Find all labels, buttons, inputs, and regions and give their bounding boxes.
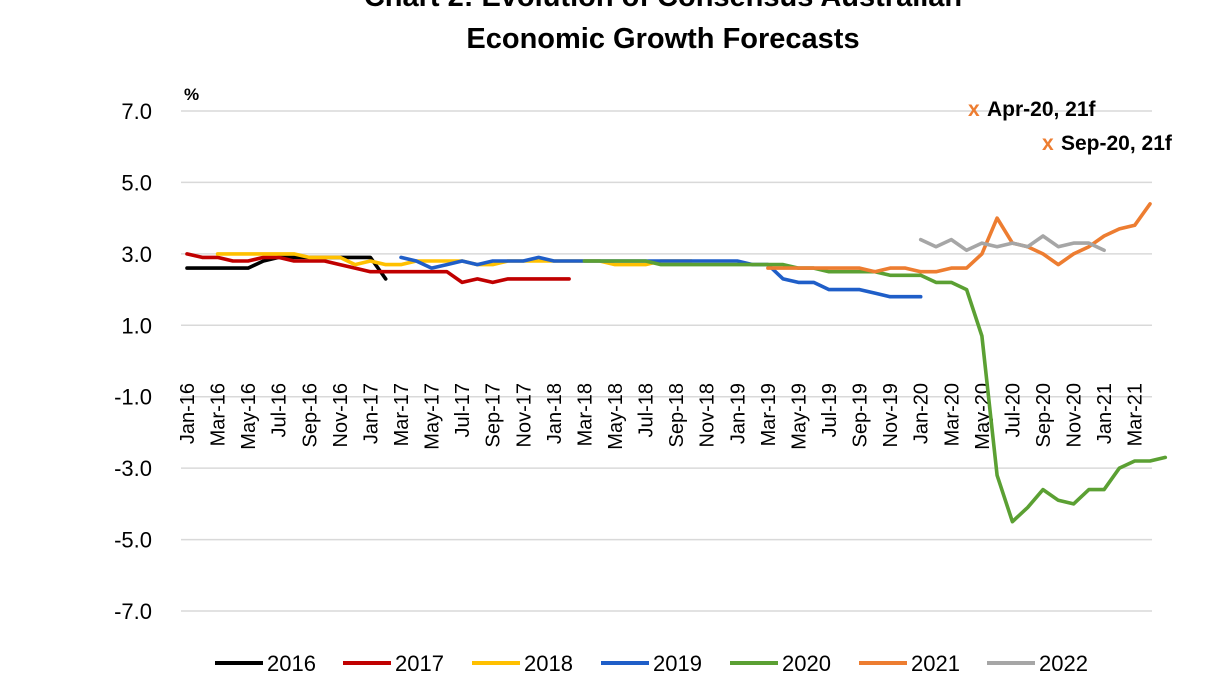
x-tick-label: Nov-17 <box>513 383 535 447</box>
x-tick-label: Jan-16 <box>177 383 199 444</box>
annotation-marker: x <box>1042 132 1054 155</box>
legend-label-2018: 2018 <box>524 651 573 676</box>
y-tick-label: 3.0 <box>121 242 152 267</box>
legend-label-2016: 2016 <box>267 651 316 676</box>
y-tick-label: -7.0 <box>114 599 152 624</box>
series-line-2021 <box>766 202 1152 274</box>
x-tick-label: Sep-18 <box>666 383 688 448</box>
x-tick-label: Nov-19 <box>880 383 902 447</box>
x-tick-label: Mar-21 <box>1125 383 1147 446</box>
y-unit-label: % <box>184 85 199 104</box>
y-tick-label: 1.0 <box>121 313 152 338</box>
annotation-label: Apr-20, 21f <box>987 98 1097 121</box>
annotation-marker: x <box>968 98 980 121</box>
y-tick-label: -5.0 <box>114 528 152 553</box>
gridlines <box>181 110 1152 612</box>
x-tick-label: Jul-18 <box>636 383 658 437</box>
x-tick-label: Sep-19 <box>850 383 872 448</box>
y-tick-label: 7.0 <box>121 99 152 124</box>
x-tick-label: May-19 <box>788 383 810 450</box>
y-axis: 7.0 5.0 3.0 1.0 -1.0 -3.0 -5.0 -7.0 <box>114 99 152 624</box>
y-tick-label: -1.0 <box>114 385 152 410</box>
x-tick-label: Nov-16 <box>330 383 352 447</box>
series-group <box>185 202 1168 524</box>
x-tick-label: May-18 <box>605 383 627 450</box>
x-tick-label: Jan-17 <box>360 383 382 444</box>
x-tick-label: Nov-18 <box>697 383 719 447</box>
series-line-2019 <box>399 255 923 299</box>
x-tick-label: Mar-20 <box>941 383 963 446</box>
x-tick-label: May-17 <box>422 383 444 450</box>
legend-label-2017: 2017 <box>395 651 444 676</box>
x-tick-label: Mar-18 <box>574 383 596 446</box>
chart-title-line-1: Chart 2: Evolution of Consensus Australi… <box>364 0 962 13</box>
x-tick-label: Mar-17 <box>391 383 413 446</box>
legend-label-2021: 2021 <box>911 651 960 676</box>
x-tick-label: Sep-17 <box>483 383 505 448</box>
x-tick-label: Sep-16 <box>299 383 321 448</box>
series-line-2022 <box>918 234 1106 253</box>
legend-label-2019: 2019 <box>653 651 702 676</box>
x-tick-label: Jan-19 <box>727 383 749 444</box>
series-line-2017 <box>185 252 571 285</box>
x-tick-label: Jan-18 <box>544 383 566 444</box>
x-tick-label: Jul-16 <box>269 383 291 437</box>
x-tick-label: Jul-20 <box>1002 383 1024 437</box>
y-tick-label: 5.0 <box>121 170 152 195</box>
legend: 2016 2017 2018 2019 2020 2021 2022 <box>215 651 1088 676</box>
x-tick-label: Mar-16 <box>208 383 230 446</box>
chart-title-line-2: Economic Growth Forecasts <box>466 23 859 55</box>
annotation-label: Sep-20, 21f <box>1061 132 1173 155</box>
x-tick-label: Nov-20 <box>1064 383 1086 447</box>
y-tick-label: -3.0 <box>114 456 152 481</box>
x-tick-label: Jul-19 <box>819 383 841 437</box>
x-tick-label: Jan-20 <box>911 383 933 444</box>
x-tick-label: Jan-21 <box>1094 383 1116 444</box>
annotations: x Apr-20, 21f x Sep-20, 21f <box>968 98 1173 155</box>
x-tick-label: Mar-19 <box>758 383 780 446</box>
x-tick-label: Jul-17 <box>452 383 474 437</box>
x-axis: Jan-16 Mar-16 May-16 Jul-16 Sep-16 Nov-16 Jan-… <box>177 383 1147 450</box>
legend-label-2020: 2020 <box>782 651 831 676</box>
x-tick-label: Sep-20 <box>1033 383 1055 448</box>
x-tick-label: May-16 <box>238 383 260 450</box>
legend-label-2022: 2022 <box>1039 651 1088 676</box>
